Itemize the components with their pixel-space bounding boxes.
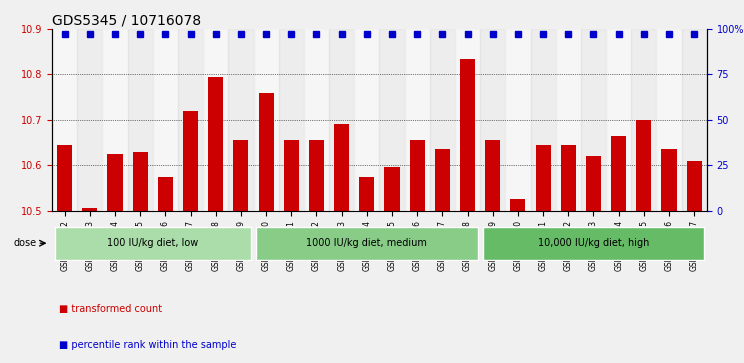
Bar [586, 156, 601, 211]
Bar [279, 29, 304, 211]
Bar [359, 176, 374, 211]
Text: ■ percentile rank within the sample: ■ percentile rank within the sample [59, 340, 236, 351]
FancyBboxPatch shape [54, 227, 251, 260]
Bar [203, 29, 228, 211]
Bar [510, 199, 525, 211]
Bar [52, 29, 77, 211]
Bar [611, 136, 626, 211]
Bar [354, 29, 379, 211]
Bar [656, 29, 682, 211]
Bar [485, 140, 500, 211]
Bar [530, 29, 556, 211]
Bar [132, 151, 148, 211]
Bar [606, 29, 631, 211]
Bar [329, 29, 354, 211]
Bar [410, 140, 425, 211]
Bar [430, 29, 455, 211]
Bar [460, 58, 475, 211]
Bar [183, 111, 198, 211]
Bar [581, 29, 606, 211]
Text: GDS5345 / 10716078: GDS5345 / 10716078 [52, 14, 201, 28]
Bar [259, 93, 274, 211]
Bar [379, 29, 405, 211]
Bar [434, 149, 450, 211]
Text: 100 IU/kg diet, low: 100 IU/kg diet, low [107, 238, 199, 248]
Bar [687, 160, 702, 211]
Bar [83, 208, 97, 211]
Bar [536, 145, 551, 211]
Bar [661, 149, 676, 211]
Text: 1000 IU/kg diet, medium: 1000 IU/kg diet, medium [307, 238, 427, 248]
Bar [234, 140, 248, 211]
Bar [631, 29, 656, 211]
Bar [334, 124, 349, 211]
Bar [107, 154, 123, 211]
Bar [405, 29, 430, 211]
Text: 10,000 IU/kg diet, high: 10,000 IU/kg diet, high [538, 238, 650, 248]
Text: ■ transformed count: ■ transformed count [59, 304, 161, 314]
Bar [57, 145, 72, 211]
Bar [561, 145, 576, 211]
FancyBboxPatch shape [256, 227, 478, 260]
Bar [228, 29, 254, 211]
Bar [208, 77, 223, 211]
Bar [385, 167, 400, 211]
Bar [178, 29, 203, 211]
Bar [480, 29, 505, 211]
Bar [128, 29, 153, 211]
Bar [636, 120, 652, 211]
Bar [153, 29, 178, 211]
Bar [283, 140, 299, 211]
Text: dose: dose [13, 238, 36, 248]
FancyBboxPatch shape [483, 227, 705, 260]
Bar [304, 29, 329, 211]
Bar [103, 29, 128, 211]
Bar [77, 29, 103, 211]
Bar [556, 29, 581, 211]
Bar [309, 140, 324, 211]
Bar [254, 29, 279, 211]
Bar [455, 29, 480, 211]
Bar [682, 29, 707, 211]
Bar [505, 29, 530, 211]
Bar [158, 176, 173, 211]
